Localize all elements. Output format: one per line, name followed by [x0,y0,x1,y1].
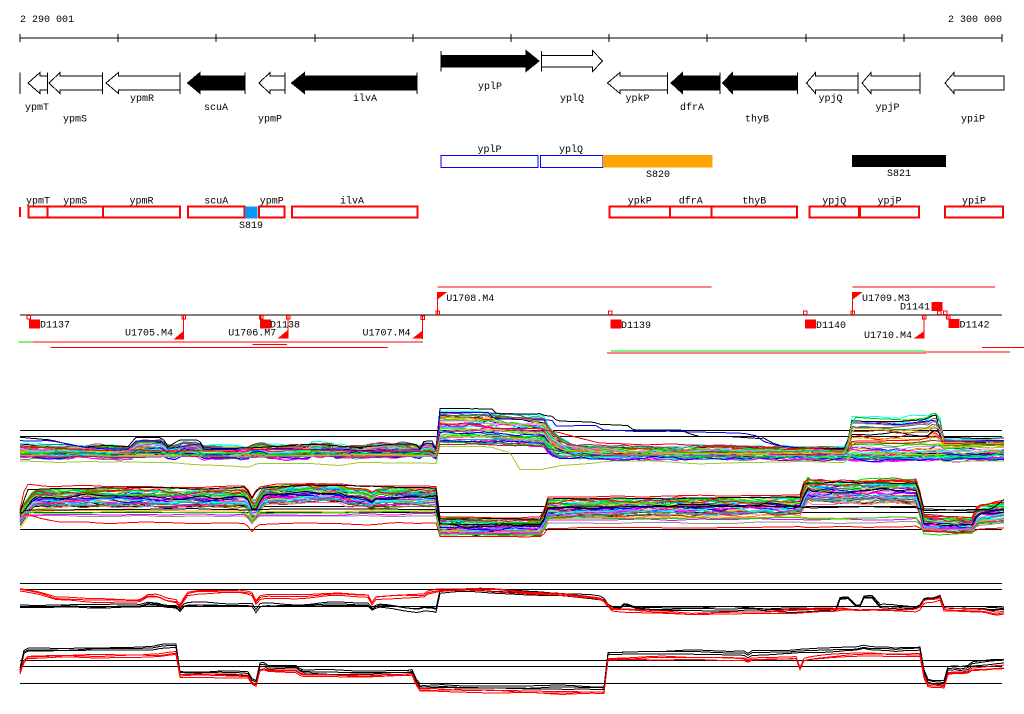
svg-text:D1140: D1140 [816,321,846,332]
svg-text:2 290 001: 2 290 001 [20,15,74,26]
svg-text:ilvA: ilvA [353,93,377,105]
svg-text:D1138: D1138 [270,321,300,332]
svg-text:yplQ: yplQ [560,93,584,105]
svg-text:ypmS: ypmS [63,197,87,208]
svg-text:U1707.M4: U1707.M4 [363,328,411,339]
svg-text:yplP: yplP [477,144,501,156]
svg-text:S821: S821 [887,169,911,180]
svg-text:U1708.M4: U1708.M4 [446,294,494,305]
svg-text:ypjQ: ypjQ [822,196,846,208]
svg-text:ypmT: ypmT [25,103,49,114]
svg-text:2 300 000: 2 300 000 [948,15,1002,26]
svg-text:yplP: yplP [478,81,502,93]
svg-text:dfrA: dfrA [679,196,703,208]
svg-text:ypmR: ypmR [129,197,153,208]
svg-text:ypmP: ypmP [260,197,284,208]
svg-text:U1705.M4: U1705.M4 [125,328,173,339]
svg-text:S819: S819 [239,221,263,232]
svg-text:thyB: thyB [745,114,769,126]
svg-text:scuA: scuA [204,103,228,114]
svg-text:ypmR: ypmR [130,94,154,105]
svg-text:D1139: D1139 [621,321,651,332]
svg-text:thyB: thyB [742,196,766,208]
svg-text:ypkP: ypkP [625,93,649,105]
svg-text:ypmS: ypmS [63,115,87,126]
svg-text:ypjQ: ypjQ [818,93,842,105]
svg-text:scuA: scuA [204,197,228,208]
svg-text:yplQ: yplQ [559,144,583,156]
svg-text:U1710.M4: U1710.M4 [864,331,912,342]
svg-text:ypjP: ypjP [875,102,899,114]
svg-text:ilvA: ilvA [340,196,364,208]
svg-text:ypmT: ypmT [26,197,50,208]
svg-text:U1706.M7: U1706.M7 [228,328,276,339]
svg-text:D1137: D1137 [40,321,70,332]
svg-text:ypjP: ypjP [877,196,901,208]
svg-text:D1142: D1142 [960,321,990,332]
svg-text:ypkP: ypkP [628,196,652,208]
svg-text:S820: S820 [646,170,670,181]
svg-text:ypiP: ypiP [961,114,985,126]
svg-text:ypmP: ypmP [258,115,282,126]
svg-text:U1709.M3: U1709.M3 [862,294,910,305]
svg-text:D1141: D1141 [900,302,930,313]
svg-text:ypiP: ypiP [962,196,986,208]
svg-text:dfrA: dfrA [680,102,704,114]
